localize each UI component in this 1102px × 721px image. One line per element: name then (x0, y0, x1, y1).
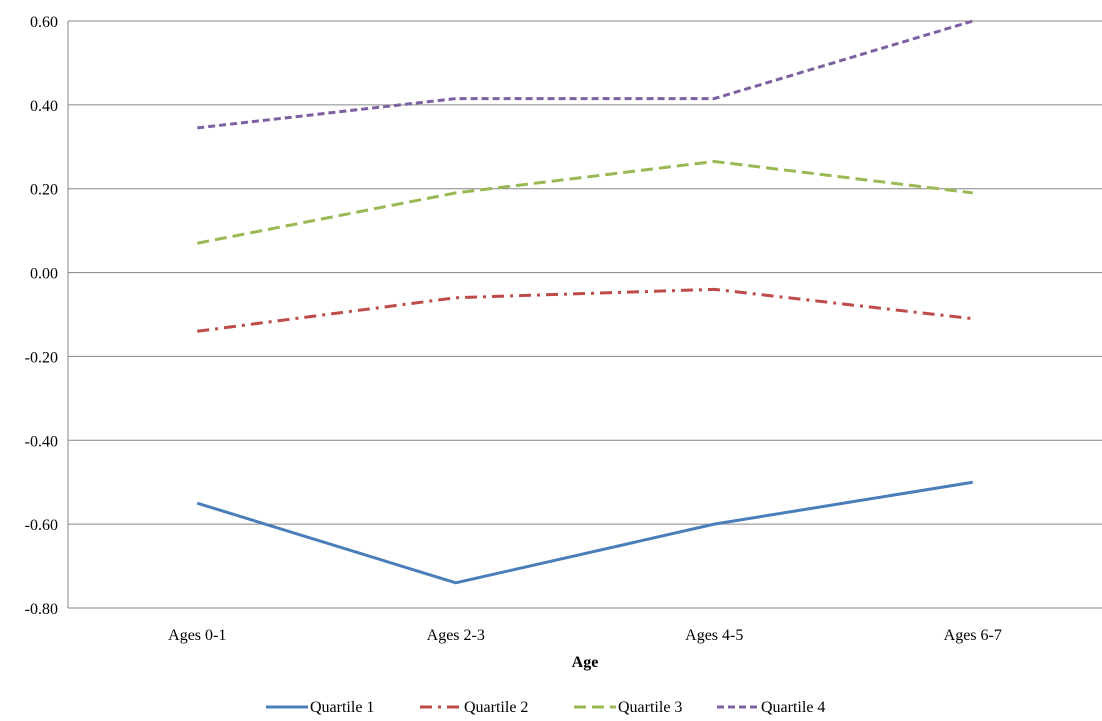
y-tick-label: -0.40 (25, 433, 58, 450)
x-axis-tick-labels: Ages 0-1 Ages 2-3 Ages 4-5 Ages 6-7 (168, 627, 1002, 644)
y-tick-label: 0.00 (30, 266, 58, 283)
series-lines (196, 19, 974, 585)
y-tick-label: 0.20 (30, 182, 58, 199)
x-tick-label: Ages 0-1 (168, 627, 226, 644)
y-axis-tick-labels: -0.80 -0.60 -0.40 -0.20 0.00 0.20 0.40 0.60 (25, 14, 58, 618)
y-tick-label: -0.20 (25, 349, 58, 366)
x-tick-label: Ages 4-5 (685, 627, 743, 644)
legend: Quartile 1 Quartile 2 Quartile 3 Quartile 4 (266, 699, 825, 716)
x-tick-label: Ages 2-3 (427, 627, 485, 644)
series-line-2 (197, 287, 973, 333)
y-tick-label: -0.60 (25, 517, 58, 534)
legend-label: Quartile 1 (310, 699, 374, 716)
x-axis-title: Age (572, 654, 599, 671)
legend-label: Quartile 4 (761, 699, 825, 716)
series-line-1 (196, 480, 973, 585)
x-tick-label: Ages 6-7 (944, 627, 1002, 644)
y-tick-label: 0.60 (30, 14, 58, 31)
gridlines (67, 20, 1102, 609)
series-line-3 (196, 159, 973, 245)
legend-label: Quartile 3 (618, 699, 682, 716)
y-tick-label: -0.80 (25, 601, 58, 618)
series-line-4 (197, 19, 974, 130)
legend-label: Quartile 2 (464, 699, 528, 716)
y-tick-label: 0.40 (30, 98, 58, 115)
